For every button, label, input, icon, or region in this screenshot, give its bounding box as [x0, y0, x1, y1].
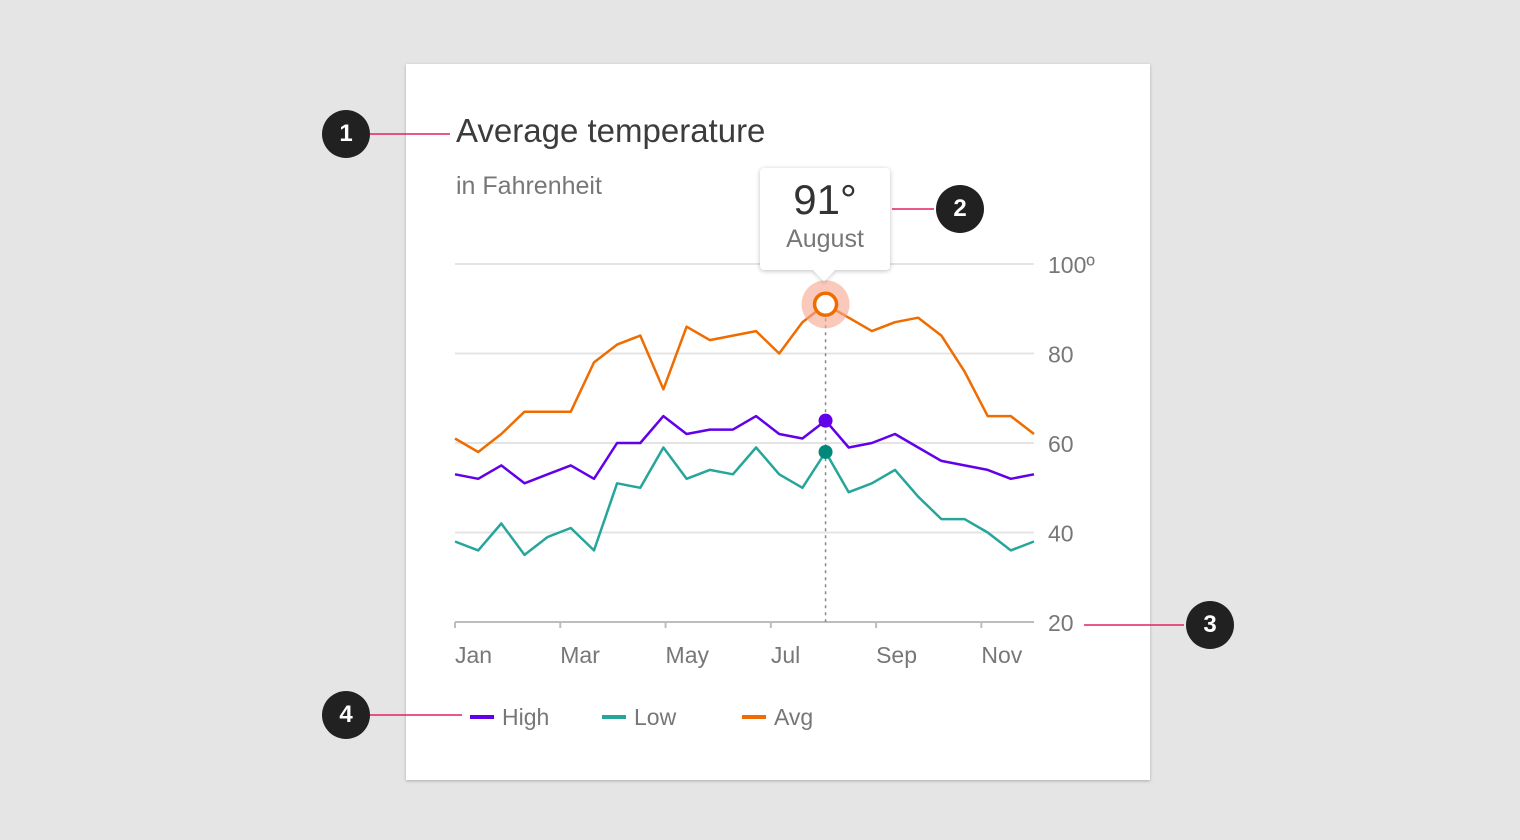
x-tick-label: Nov — [981, 642, 1022, 668]
y-tick-label: 80 — [1048, 342, 1074, 368]
legend-item-high[interactable]: High — [470, 702, 549, 732]
series-line-avg — [454, 303, 1035, 454]
x-tick-label: May — [666, 642, 710, 668]
legend-swatch-high — [470, 715, 494, 719]
y-tick-label: 40 — [1048, 521, 1074, 547]
annotation-badge-1: 1 — [322, 110, 370, 158]
legend-swatch-avg — [742, 715, 766, 719]
annotation-badge-3: 3 — [1186, 601, 1234, 649]
series-line-low — [454, 446, 1035, 557]
legend-item-low[interactable]: Low — [602, 702, 676, 732]
low-point-marker — [818, 444, 833, 459]
tooltip-month: August — [786, 225, 864, 253]
y-tick-label: 60 — [1048, 431, 1074, 457]
y-tick-label: 20 — [1048, 610, 1074, 636]
x-tick-label: Jul — [771, 642, 800, 668]
legend-label-avg: Avg — [774, 703, 814, 730]
legend-item-avg[interactable]: Avg — [742, 702, 813, 732]
legend-swatch-low — [602, 715, 626, 719]
tooltip-value: 91° — [793, 176, 857, 223]
avg-point-marker — [812, 291, 839, 318]
series-line-high — [454, 414, 1035, 485]
chart-subtitle: in Fahrenheit — [456, 172, 602, 200]
annotation-badge-2: 2 — [936, 185, 984, 233]
high-point-marker — [818, 413, 833, 428]
x-tick-label: Sep — [876, 642, 917, 668]
legend-label-low: Low — [634, 703, 677, 730]
y-tick-label: 100º — [1048, 252, 1095, 278]
annotation-badge-4: 4 — [322, 691, 370, 739]
legend-label-high: High — [502, 703, 550, 730]
x-tick-label: Mar — [560, 642, 600, 668]
chart-title: Average temperature — [456, 112, 766, 149]
chart-tooltip: 91° August — [760, 168, 890, 282]
x-tick-label: Jan — [455, 642, 492, 668]
